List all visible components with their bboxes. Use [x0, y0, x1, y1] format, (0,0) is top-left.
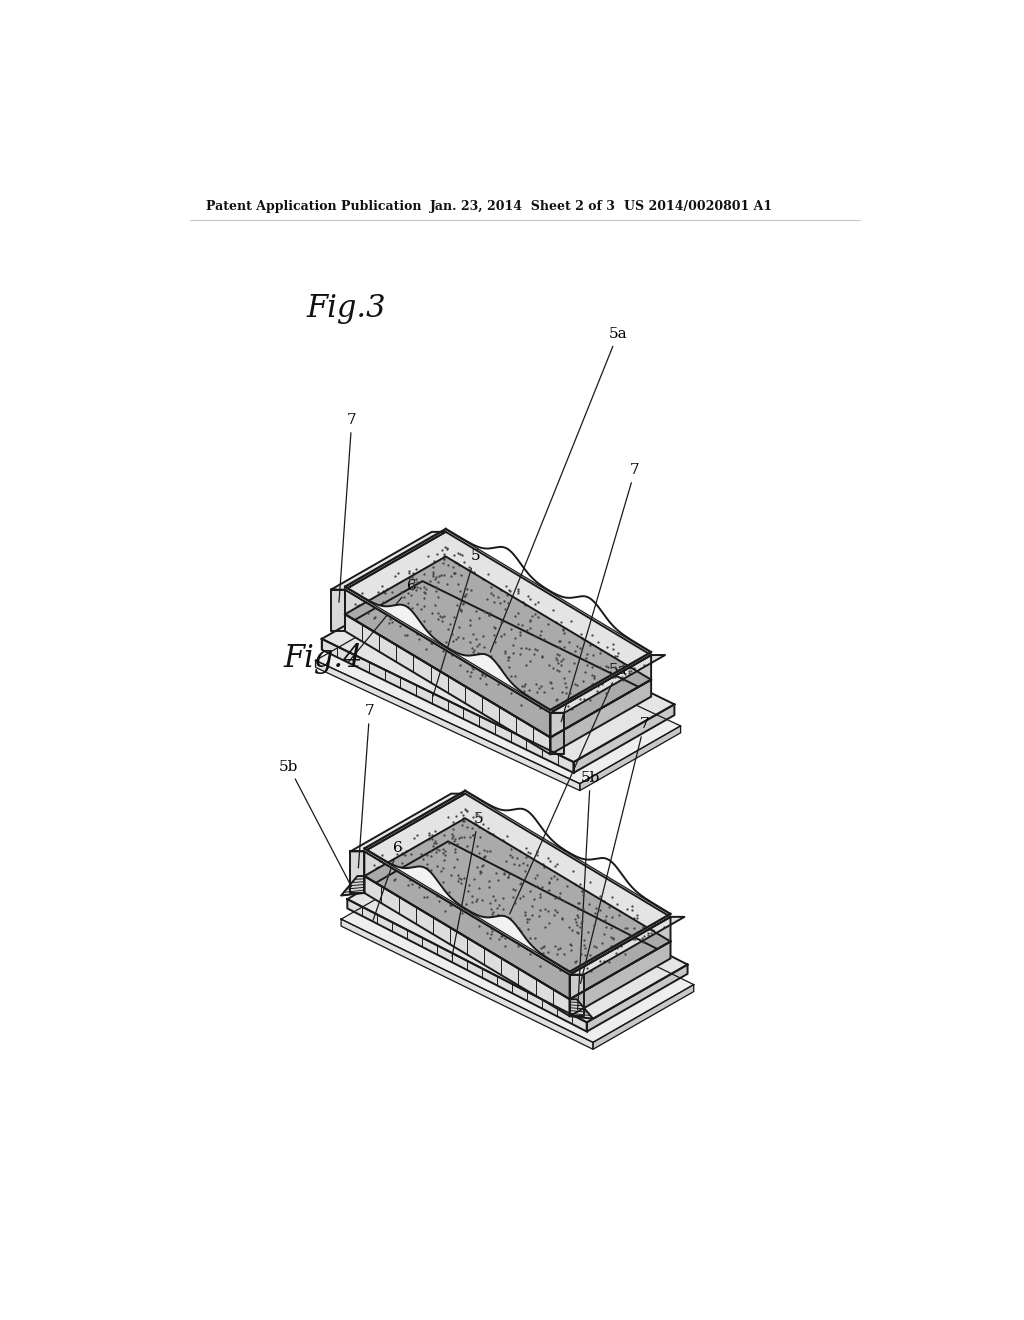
Polygon shape [331, 532, 445, 590]
Text: Fig.4: Fig.4 [283, 643, 362, 675]
Polygon shape [569, 999, 593, 1019]
Text: Jan. 23, 2014  Sheet 2 of 3: Jan. 23, 2014 Sheet 2 of 3 [430, 199, 616, 213]
Polygon shape [345, 614, 550, 755]
Polygon shape [345, 590, 550, 738]
Polygon shape [550, 655, 665, 713]
Polygon shape [365, 851, 569, 999]
Text: 5b: 5b [280, 760, 351, 887]
Polygon shape [365, 818, 671, 999]
Text: 6: 6 [348, 578, 417, 663]
Text: 5a: 5a [490, 327, 627, 652]
Text: Fig.3: Fig.3 [306, 293, 386, 323]
Polygon shape [347, 841, 687, 1022]
Polygon shape [550, 713, 564, 755]
Polygon shape [315, 603, 681, 784]
Polygon shape [322, 581, 675, 762]
Polygon shape [580, 726, 681, 791]
Polygon shape [365, 793, 671, 974]
Polygon shape [569, 913, 671, 973]
Polygon shape [315, 660, 580, 791]
Polygon shape [569, 917, 671, 999]
Text: 5b: 5b [578, 771, 600, 1010]
Polygon shape [350, 851, 365, 892]
Text: Patent Application Publication: Patent Application Publication [206, 199, 421, 213]
Text: 5: 5 [452, 812, 483, 957]
Polygon shape [350, 793, 465, 851]
Text: 7: 7 [561, 463, 640, 722]
Text: 7: 7 [339, 413, 356, 602]
Polygon shape [573, 705, 675, 774]
Polygon shape [341, 876, 365, 895]
Polygon shape [345, 532, 651, 713]
Polygon shape [345, 557, 651, 738]
Polygon shape [550, 680, 651, 755]
Text: 7: 7 [358, 705, 375, 867]
Text: 6: 6 [373, 841, 403, 920]
Polygon shape [341, 919, 593, 1049]
Polygon shape [569, 941, 671, 1016]
Polygon shape [569, 917, 684, 974]
Text: 5: 5 [433, 549, 480, 696]
Polygon shape [322, 639, 573, 774]
Text: US 2014/0020801 A1: US 2014/0020801 A1 [624, 199, 772, 213]
Polygon shape [331, 590, 345, 631]
Polygon shape [347, 899, 587, 1032]
Polygon shape [341, 862, 693, 1043]
Polygon shape [593, 985, 693, 1049]
Text: 7: 7 [581, 717, 649, 983]
Polygon shape [587, 965, 687, 1032]
Polygon shape [550, 655, 651, 738]
Polygon shape [550, 652, 651, 710]
Text: 5a: 5a [510, 664, 627, 913]
Polygon shape [569, 974, 584, 1016]
Polygon shape [365, 876, 569, 1016]
